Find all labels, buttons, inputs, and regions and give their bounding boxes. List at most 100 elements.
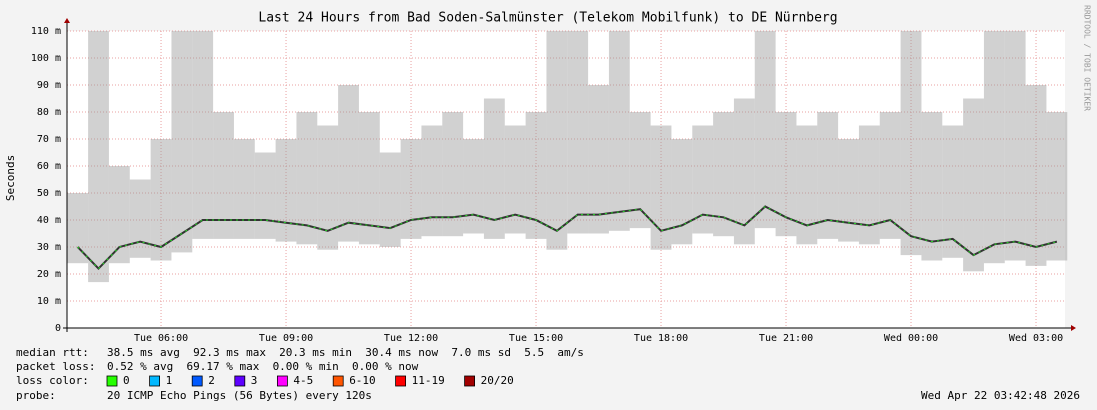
smoke-band (88, 31, 109, 283)
smoke-band (171, 31, 193, 253)
plot-area (67, 31, 1065, 328)
y-tick-label: 90 m (37, 80, 61, 91)
y-tick-label: 110 m (31, 26, 61, 37)
smoke-band (254, 152, 276, 239)
smoke-band (817, 112, 839, 239)
smoke-band (275, 139, 297, 242)
legend-swatch (464, 375, 476, 387)
smoke-band (483, 98, 505, 239)
smoke-band (567, 31, 589, 234)
legend-label: 1 (166, 374, 173, 387)
timestamp: Wed Apr 22 03:42:48 2026 (921, 389, 1080, 402)
y-axis-arrow (64, 18, 70, 23)
smoke-band (129, 179, 151, 258)
smoke-band (588, 85, 609, 234)
smoke-band (317, 125, 339, 250)
x-tick-label: Tue 06:00 (134, 333, 188, 344)
legend-label: 0 (123, 374, 130, 387)
x-axis-arrow (1071, 325, 1076, 331)
legend-swatch (106, 375, 118, 387)
y-tick-label: 20 m (37, 269, 61, 280)
legend-label: 3 (251, 374, 258, 387)
smoke-band (233, 139, 255, 239)
smoke-band (754, 31, 776, 229)
y-axis-label: Seconds (4, 155, 17, 201)
legend-swatch (332, 375, 344, 387)
x-tick-label: Wed 03:00 (1009, 333, 1063, 344)
y-tick-label: 100 m (31, 53, 61, 64)
smoke-band (650, 125, 672, 250)
smoke-band (671, 139, 693, 245)
legend-swatch (395, 375, 407, 387)
y-tick-label: 70 m (37, 134, 61, 145)
smoke-band (879, 112, 901, 239)
chart-title: Last 24 Hours from Bad Soden-Salmünster … (258, 11, 837, 26)
smoke-band (1046, 112, 1068, 261)
smoke-band (733, 98, 755, 245)
probe-label: probe: (16, 389, 56, 402)
probe-text: 20 ICMP Echo Pings (56 Bytes) every 120s (107, 389, 372, 402)
smoke-band (338, 85, 359, 242)
smoke-band (1004, 31, 1026, 261)
smoke-band (796, 125, 818, 245)
smoke-band (900, 31, 922, 256)
smoke-band (213, 112, 234, 239)
y-tick-label: 60 m (37, 161, 61, 172)
y-tick-label: 0 (55, 323, 61, 334)
smoke-band (858, 125, 880, 245)
x-tick-label: Wed 00:00 (884, 333, 938, 344)
smoke-band (838, 139, 859, 242)
smoke-band (379, 152, 401, 247)
median-line-color (77, 205, 1058, 270)
legend-swatch (191, 375, 203, 387)
smoke-band (921, 112, 943, 261)
stats-label: median rtt: (16, 346, 89, 359)
y-tick-label: 10 m (37, 296, 61, 307)
smoke-band (629, 112, 651, 229)
smoke-band (504, 125, 526, 234)
smoke-band (421, 125, 443, 237)
legend-label: 2 (208, 374, 215, 387)
x-tick-label: Tue 09:00 (259, 333, 313, 344)
smoke-band (546, 31, 568, 250)
smoke-band (608, 31, 630, 231)
smoke-band (713, 112, 734, 237)
y-tick-label: 30 m (37, 242, 61, 253)
smoke-band (775, 112, 797, 237)
legend-label: 6-10 (349, 374, 376, 387)
smoke-band (192, 31, 214, 239)
smoke-band (442, 112, 464, 237)
y-tick-label: 80 m (37, 107, 61, 118)
x-tick-label: Tue 18:00 (634, 333, 688, 344)
legend-swatch (149, 375, 161, 387)
smoke-band (358, 112, 380, 245)
legend-label: 20/20 (481, 374, 514, 387)
legend-label: 4-5 (293, 374, 313, 387)
stats-label: packet loss: (16, 360, 95, 373)
smoke-band (67, 193, 89, 264)
smoke-band (692, 125, 714, 234)
smoke-band (296, 112, 318, 245)
stats-text: 38.5 ms avg 92.3 ms max 20.3 ms min 30.4… (107, 346, 584, 359)
smoke-band (400, 139, 422, 239)
smoke-band (108, 166, 130, 264)
smoke-band (963, 98, 984, 272)
legend-swatch (276, 375, 288, 387)
smoke-band (525, 112, 547, 239)
x-tick-label: Tue 12:00 (384, 333, 438, 344)
y-tick-label: 40 m (37, 215, 61, 226)
smoke-band (150, 139, 172, 261)
smoke-band (942, 125, 964, 258)
y-tick-label: 50 m (37, 188, 61, 199)
legend-label: 11-19 (412, 374, 445, 387)
x-tick-label: Tue 15:00 (509, 333, 563, 344)
legend-swatch (234, 375, 246, 387)
smoke-band (1025, 85, 1047, 266)
smoke-band (983, 31, 1005, 264)
loss-legend-label: loss color: (16, 374, 89, 387)
credit: RRDTOOL / TOBI OETIKER (1083, 5, 1092, 111)
smoke-band (463, 139, 484, 234)
stats-text: 0.52 % avg 69.17 % max 0.00 % min 0.00 %… (107, 360, 419, 373)
x-tick-label: Tue 21:00 (759, 333, 813, 344)
